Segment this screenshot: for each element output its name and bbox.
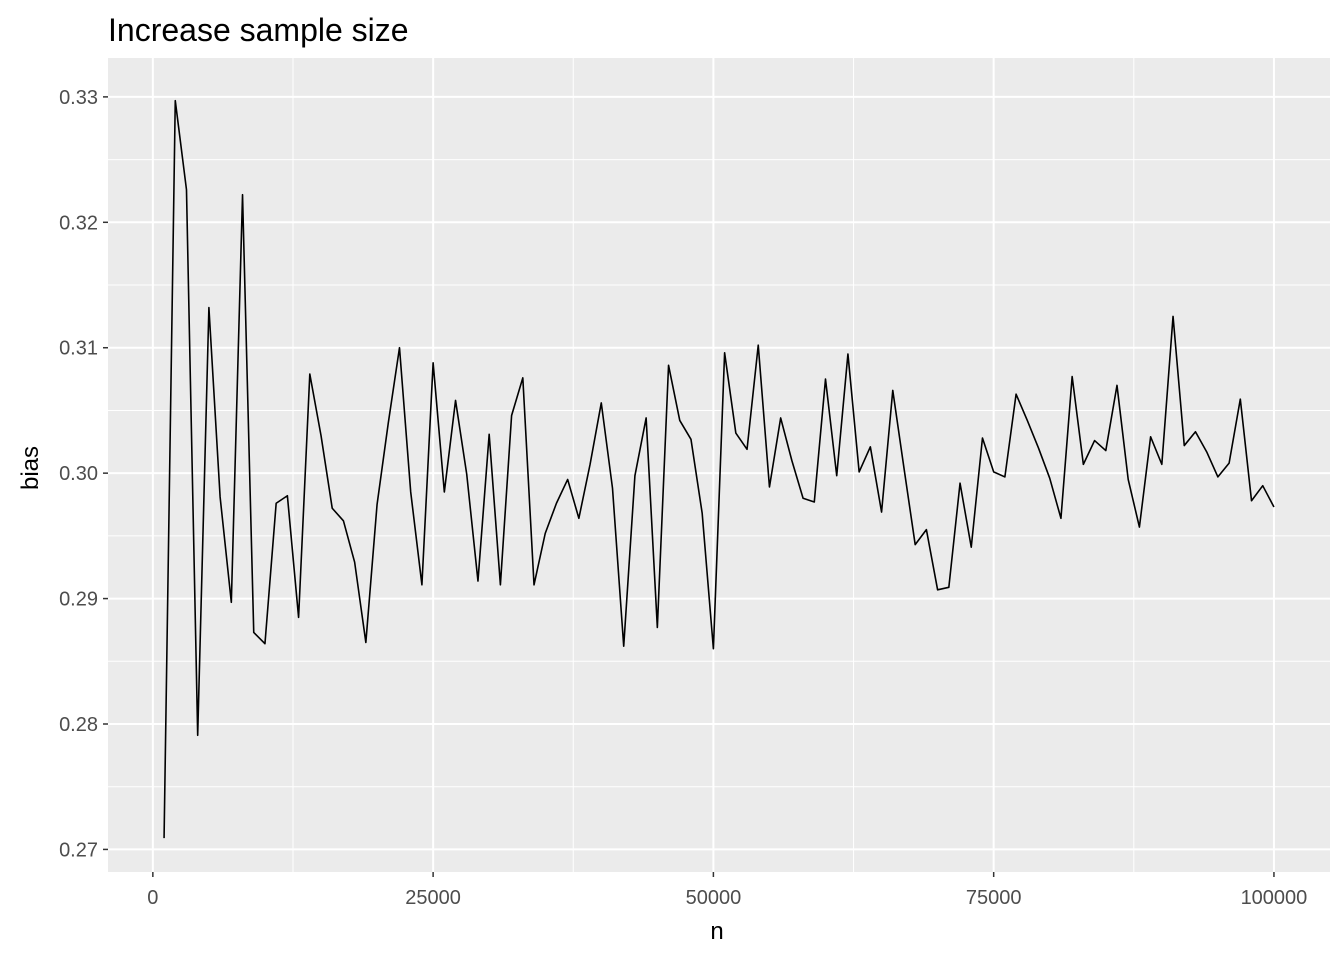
y-tick-label: 0.27 [59,839,98,861]
chart-title: Increase sample size [108,12,409,48]
x-tick-label: 25000 [405,887,461,909]
y-tick-label: 0.29 [59,589,98,611]
y-axis: 0.27 0.28 0.29 0.30 0.31 0.32 0.33 [59,87,108,861]
y-tick-label: 0.28 [59,714,98,736]
x-tick-label: 0 [147,887,158,909]
x-tick-label: 50000 [686,887,742,909]
x-axis: 0 25000 50000 75000 100000 [147,872,1307,909]
y-tick-label: 0.32 [59,212,98,234]
y-axis-title: bias [17,446,44,490]
y-tick-label: 0.30 [59,463,98,485]
x-tick-label: 100000 [1241,887,1308,909]
grid-major [108,58,1330,872]
y-tick-label: 0.33 [59,87,98,109]
x-tick-label: 75000 [966,887,1022,909]
y-tick-label: 0.31 [59,338,98,360]
series-line [163,99,1275,839]
grid-minor [108,58,1330,872]
x-axis-title: n [710,918,723,945]
